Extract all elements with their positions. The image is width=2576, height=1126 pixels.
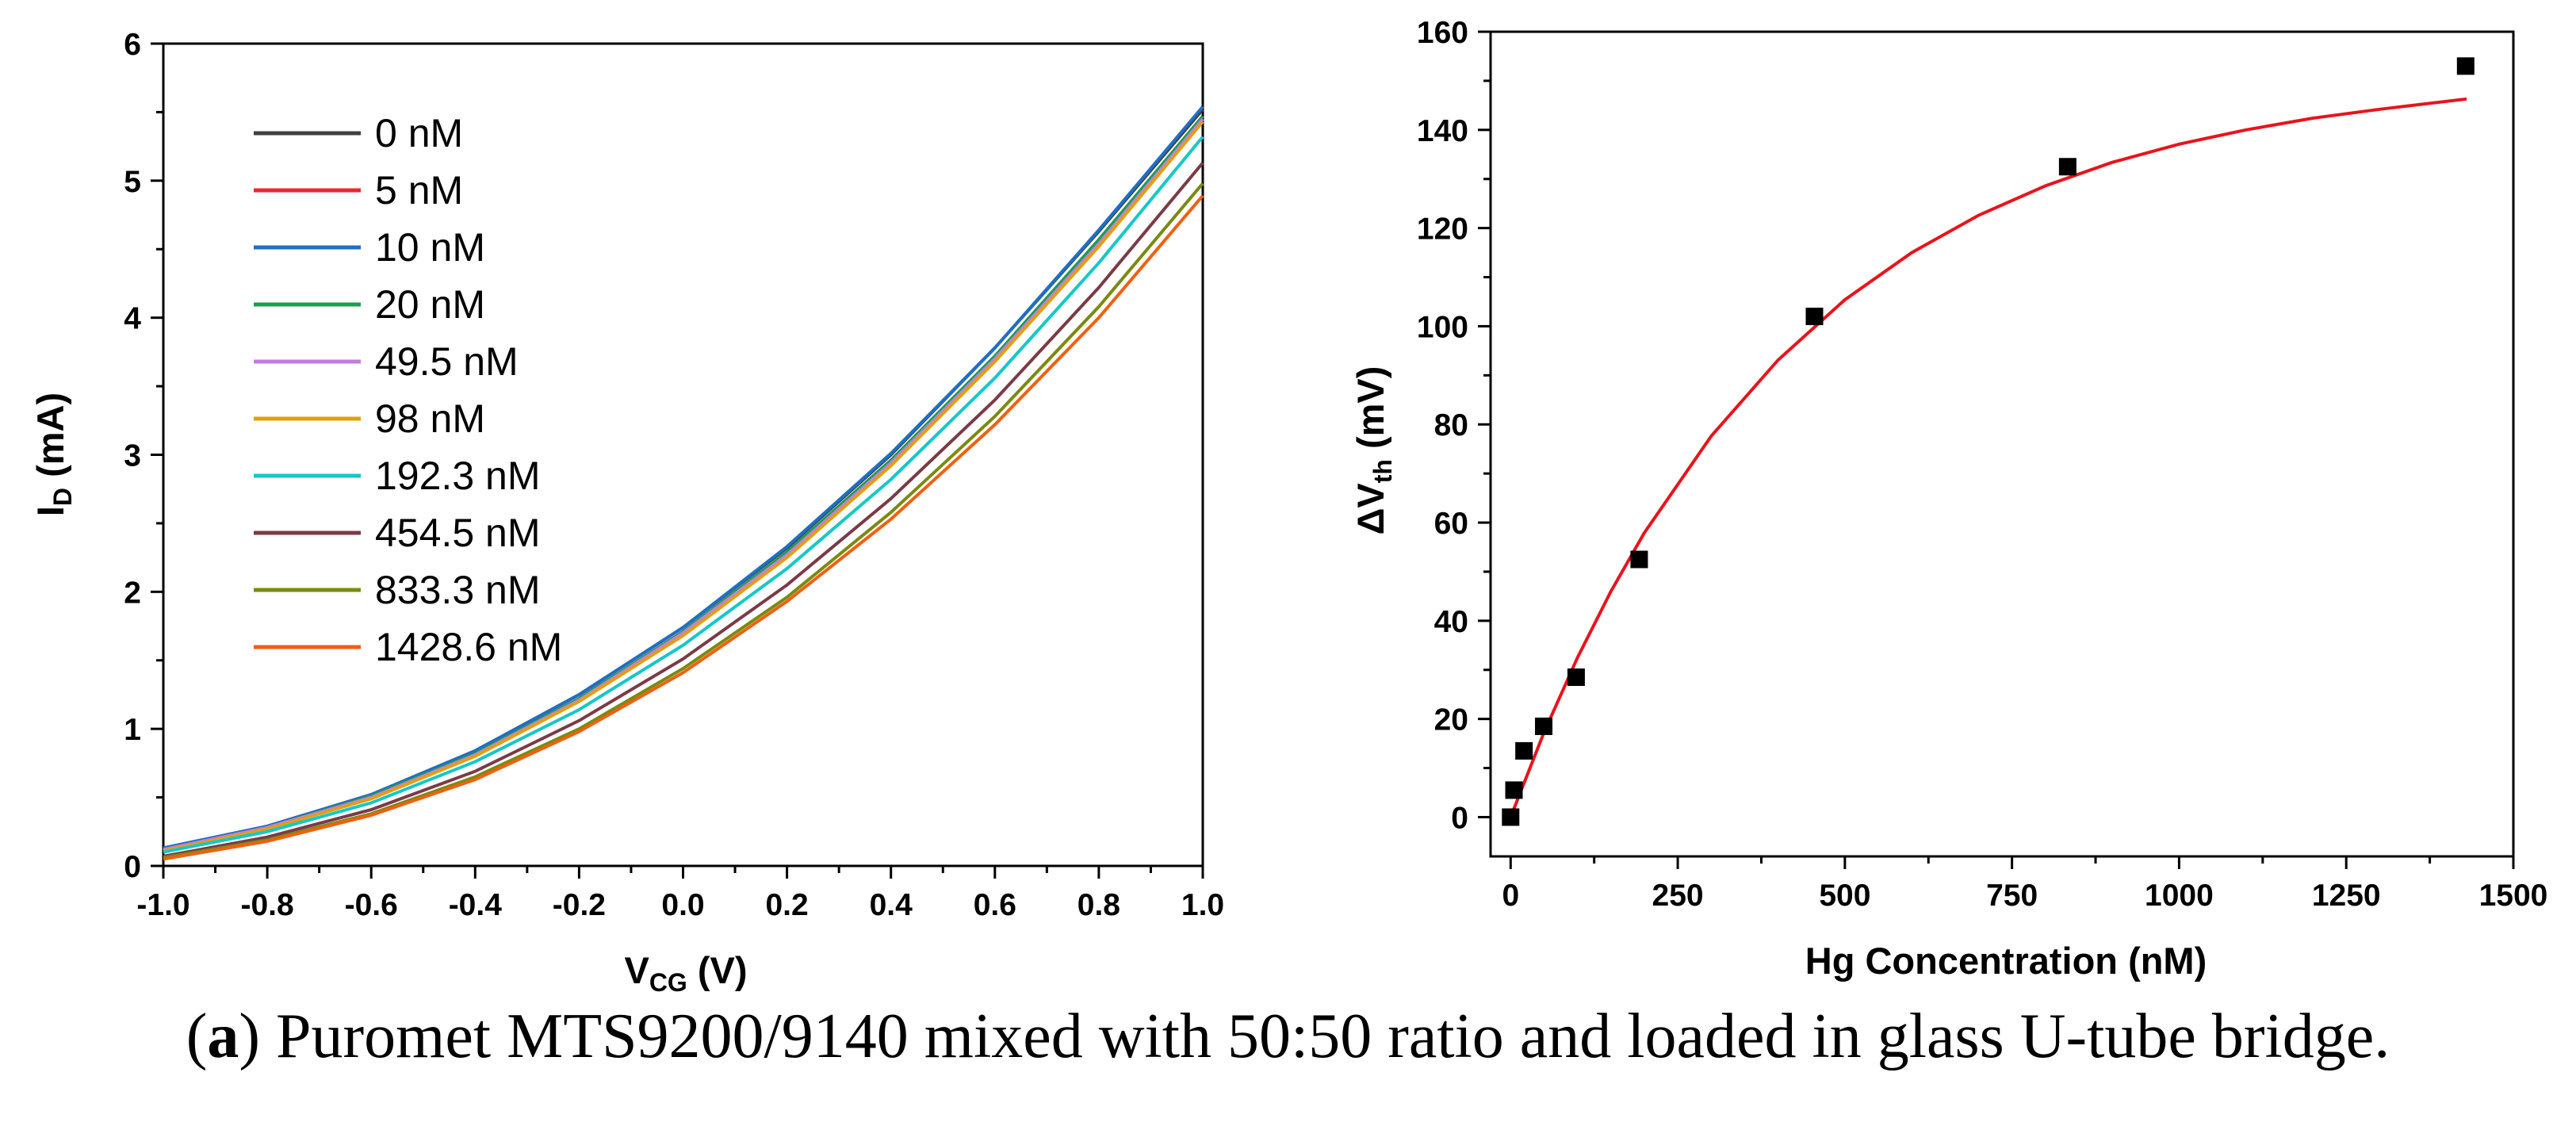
right-x-tick-label: 1250 (2312, 879, 2381, 913)
right-x-tick-label: 750 (1986, 879, 2038, 913)
threshold-shift-chart: 0 250 500 750 1000 1250 1500 0 20 40 60 80 100 120 140… (1349, 16, 2547, 982)
left-x-tick-label: 0.4 (870, 888, 913, 922)
series-line (163, 115, 1204, 852)
data-point (1805, 308, 1824, 326)
caption-text: Puromet MTS9200/9140 mixed with 50:50 ra… (259, 1002, 2390, 1071)
right-plot-frame (1489, 30, 2515, 858)
legend-label: 5 nM (375, 168, 463, 213)
right-x-tick-label: 1000 (2145, 879, 2214, 913)
series-line (163, 162, 1204, 858)
series-line (163, 108, 1204, 850)
left-plot-frame (162, 42, 1204, 867)
right-x-tick-label: 1500 (2479, 879, 2548, 913)
left-y-tick-label: 5 (124, 165, 141, 199)
left-x-tick-label: -1.0 (136, 888, 189, 922)
right-y-tick-label: 140 (1417, 114, 1468, 148)
data-point (2456, 57, 2475, 75)
left-x-tick-label: 0.0 (661, 888, 704, 922)
left-x-tick-label: -0.4 (449, 888, 503, 922)
right-x-tick-label: 0 (1502, 879, 1519, 913)
series-line (163, 117, 1204, 852)
right-x-axis-title: Hg Concentration (nM) (1805, 940, 2207, 982)
figure-caption: (a) Puromet MTS9200/9140 mixed with 50:5… (0, 1001, 2576, 1073)
right-y-tick-label: 60 (1434, 507, 1468, 541)
legend-label: 0 nM (375, 111, 463, 155)
data-point (1515, 741, 1533, 760)
right-y-tick-label: 100 (1417, 310, 1468, 344)
legend-label: 1428.6 nM (375, 625, 562, 669)
legend-label: 192.3 nM (375, 454, 540, 498)
data-point (1505, 781, 1523, 799)
caption-close-paren: ) (239, 1002, 260, 1071)
data-point (1502, 808, 1520, 826)
legend-label: 10 nM (375, 225, 485, 270)
right-y-axis-title: ΔVth (mV) (1349, 366, 1397, 535)
right-y-tick-label: 0 (1451, 801, 1468, 835)
left-x-tick-label: 1.0 (1181, 888, 1224, 922)
right-y-tick-label: 80 (1434, 408, 1468, 442)
series-line (163, 121, 1204, 852)
series-line (163, 115, 1204, 852)
series-line (163, 136, 1204, 854)
legend-label: 98 nM (375, 396, 485, 441)
data-point (1567, 668, 1585, 687)
right-y-tick-label: 160 (1417, 16, 1468, 50)
left-x-tick-label: -0.6 (345, 888, 398, 922)
left-y-tick-label: 3 (124, 439, 141, 473)
legend-label: 454.5 nM (375, 511, 540, 555)
right-x-tick-label: 500 (1819, 879, 1870, 913)
data-point (1535, 717, 1553, 735)
left-y-axis-title: ID (mA) (29, 393, 77, 516)
legend-label: 20 nM (375, 282, 485, 327)
data-point (1630, 550, 1648, 569)
left-x-tick-label: 0.2 (765, 888, 808, 922)
left-y-tick-label: 4 (124, 302, 141, 336)
left-y-tick-label: 6 (124, 28, 141, 62)
right-y-tick-label: 40 (1434, 605, 1468, 639)
left-x-axis-title: VCG (V) (624, 949, 747, 997)
legend-label: 49.5 nM (375, 339, 519, 384)
right-y-tick-label: 120 (1417, 213, 1468, 247)
transfer-curve-chart: -1.0 -0.8 -0.6 -0.4 -0.2 0.0 0.2 0.4 0.6 0.8 1.0 0 1… (29, 28, 1224, 997)
left-x-tick-label: 0.8 (1077, 888, 1120, 922)
legend-label: 833.3 nM (375, 568, 540, 612)
left-x-tick-label: 0.6 (974, 888, 1016, 922)
series-line (163, 182, 1204, 860)
right-y-tick-label: 20 (1434, 703, 1468, 737)
left-y-tick-label: 1 (124, 713, 141, 747)
left-x-tick-label: -0.2 (553, 888, 606, 922)
left-y-tick-label: 2 (124, 576, 141, 610)
left-x-tick-label: -0.8 (240, 888, 293, 922)
fit-curve (1509, 97, 2467, 818)
caption-tag: a (207, 1002, 239, 1071)
series-line (163, 194, 1204, 861)
right-x-tick-label: 250 (1652, 879, 1704, 913)
data-point (2058, 158, 2076, 176)
left-y-tick-label: 0 (124, 850, 141, 884)
caption-open-paren: ( (186, 1002, 208, 1071)
